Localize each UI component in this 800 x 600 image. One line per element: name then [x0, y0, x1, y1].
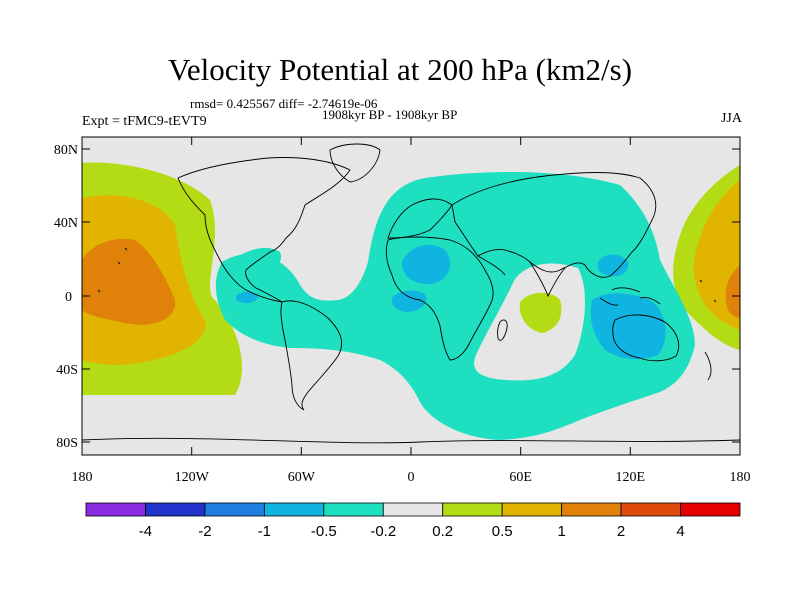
colorbar-box-9: [620, 502, 681, 517]
coast-new-zealand: [704, 351, 712, 381]
coast-antarctica: [82, 437, 740, 444]
colorbar-label-9: 4: [676, 523, 684, 540]
contour-fill-layer: [82, 137, 740, 455]
coast-maritime-continent: [599, 287, 661, 306]
season-label: JJA: [720, 111, 742, 126]
coast-greenland: [329, 143, 381, 183]
contour-maritime-australia-0.5: [590, 293, 666, 360]
contour-east-pacific-0.5: [236, 291, 258, 304]
contour-indian-ocean-0.2: [519, 292, 562, 333]
coast-arabia-india: [477, 255, 566, 298]
lon-label-60w: 60W: [288, 470, 316, 485]
colorbar-label-3: -0.5: [311, 523, 337, 540]
coast-north-america: [177, 157, 351, 303]
colorbar-box-2: [204, 502, 265, 517]
colorbar-label-6: 0.5: [492, 523, 513, 540]
period-label: 1908kyr BP - 1908kyr BP: [322, 107, 458, 122]
colorbar-label-7: 1: [557, 523, 565, 540]
colorbar-label-1: -2: [198, 523, 211, 540]
coast-madagascar: [497, 319, 508, 341]
coast-australia: [612, 314, 680, 362]
contour-south-asia-0.5: [597, 254, 629, 277]
lon-label-180-left: 180: [72, 470, 93, 485]
colorbar-box-6: [442, 502, 503, 517]
colorbar-box-3: [263, 502, 325, 517]
coast-africa: [385, 236, 494, 361]
lat-tick-labels: 80N 40N 0 40S 80S: [54, 143, 78, 451]
coastlines: [82, 143, 740, 444]
lon-label-120e: 120E: [616, 470, 646, 485]
contour-pacific-east-1: [725, 265, 740, 318]
colorbar-label-0: -4: [139, 523, 152, 540]
experiment-label: Expt = tFMC9-tEVT9: [82, 114, 207, 129]
contour-negative-0.2: [215, 172, 696, 441]
lat-label-0: 0: [65, 290, 72, 305]
colorbar-label-8: 2: [617, 523, 625, 540]
coast-asia: [451, 172, 657, 278]
lon-label-0: 0: [408, 470, 415, 485]
rmsd-diff-label: rmsd= 0.425567 diff= -2.74619e-06: [190, 96, 378, 111]
coast-pacific-islands: [97, 247, 717, 303]
lat-label-40s: 40S: [56, 363, 78, 378]
contour-pacific-west-1: [82, 238, 176, 325]
colorbar-box-1: [145, 502, 206, 517]
colorbar-box-7: [501, 502, 563, 517]
lat-label-80n: 80N: [54, 143, 78, 158]
coast-south-america: [280, 300, 342, 411]
lat-label-80s: 80S: [56, 436, 78, 451]
colorbar: -4 -2 -1 -0.5 -0.2 0.2 0.5 1 2 4: [85, 502, 741, 540]
colorbar-box-0: [85, 502, 146, 517]
colorbar-box-5: [382, 502, 444, 517]
colorbar-label-2: -1: [258, 523, 271, 540]
colorbar-label-5: 0.2: [432, 523, 453, 540]
colorbar-box-4: [323, 502, 384, 517]
lon-label-120w: 120W: [175, 470, 210, 485]
lat-label-40n: 40N: [54, 216, 78, 231]
contour-gulf-of-guinea-0.5: [391, 290, 427, 312]
map-title: Velocity Potential at 200 hPa (km2/s): [167, 52, 633, 87]
axis-ticks: [82, 137, 740, 455]
lon-tick-labels: 180 120W 60W 0 60E 120E 180: [72, 470, 751, 485]
colorbar-box-10: [680, 502, 741, 517]
contour-sahara-0.5: [402, 244, 451, 285]
lon-label-60e: 60E: [509, 470, 532, 485]
colorbar-box-8: [561, 502, 622, 517]
lon-label-180-right: 180: [730, 470, 751, 485]
contour-caribbean-0.2: [232, 247, 282, 272]
colorbar-label-4: -0.2: [370, 523, 396, 540]
